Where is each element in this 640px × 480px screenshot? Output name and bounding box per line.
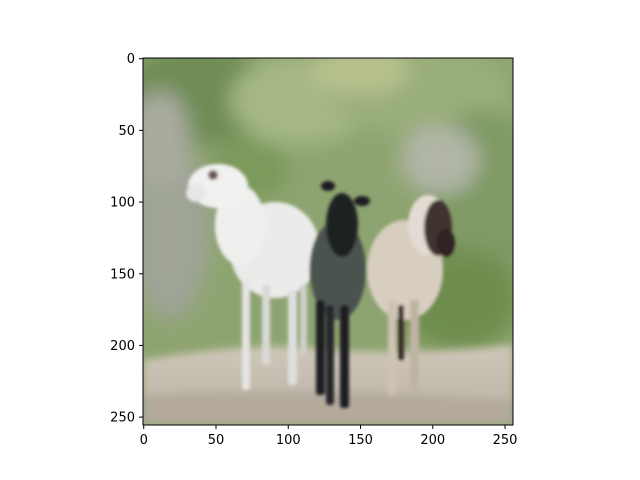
x-tick-label: 200: [420, 433, 445, 448]
y-tick-label: 150: [110, 267, 135, 282]
white-sheep: [186, 164, 320, 390]
y-tick-label: 250: [110, 411, 135, 426]
axes-frame: [142, 57, 514, 426]
y-axis: 0 50 100 150 200 250: [110, 52, 143, 426]
x-tick-label: 250: [493, 433, 518, 448]
y-tick-label: 0: [127, 52, 135, 67]
y-tick-label: 100: [110, 196, 135, 211]
dark-sheep: [310, 181, 370, 408]
x-axis: 0 50 100 150 200 250: [140, 425, 518, 448]
x-tick-label: 0: [140, 433, 148, 448]
y-tick-label: 50: [118, 124, 135, 139]
x-tick-label: 50: [208, 433, 225, 448]
x-tick-label: 100: [276, 433, 301, 448]
photo-image: [143, 58, 513, 425]
x-tick-label: 150: [348, 433, 373, 448]
y-tick-label: 200: [110, 339, 135, 354]
tan-sheep: [367, 195, 455, 395]
